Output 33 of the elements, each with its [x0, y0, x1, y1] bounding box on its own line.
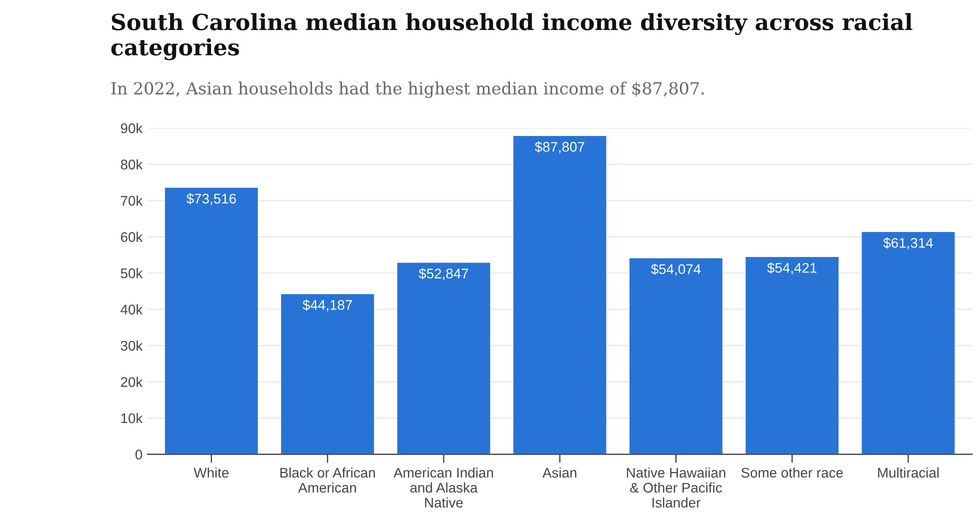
y-tick-label: 40k — [120, 304, 143, 314]
y-tick-label: 70k — [120, 196, 143, 206]
x-tick-label: Asian — [542, 467, 576, 478]
data-label: $73,516 — [186, 193, 236, 206]
x-tick-label: Multiracial — [878, 467, 939, 478]
data-label: $44,187 — [302, 299, 352, 312]
data-label: $54,074 — [651, 264, 701, 276]
bar — [164, 188, 258, 454]
y-tick-label: 80k — [120, 159, 143, 170]
bar — [397, 262, 490, 454]
y-tick-label: 0 — [135, 450, 142, 460]
y-tick-label: 50k — [120, 268, 143, 278]
x-tick-label: Black or African American — [280, 467, 375, 493]
y-tick-label: 10k — [121, 412, 143, 424]
x-tick-label: White — [194, 467, 229, 478]
bar — [513, 136, 606, 454]
x-tick-label: American Indian and Alaska Native — [394, 467, 493, 508]
bar — [862, 232, 955, 454]
y-tick-label: 90k — [120, 123, 143, 134]
y-tick-label: 60k — [120, 232, 143, 242]
bar — [281, 294, 374, 454]
y-tick-label: 30k — [120, 340, 143, 351]
data-label: $52,847 — [418, 268, 468, 280]
x-tick-label: Some other race — [741, 467, 843, 478]
y-tick-label: 20k — [120, 376, 143, 387]
data-label: $61,314 — [883, 237, 933, 250]
bar — [746, 257, 839, 454]
chart-subtitle: In 2022, Asian households had the highest median income of $87,807. — [111, 82, 704, 98]
chart-title: South Carolina median household income diversity across racial categories — [111, 13, 912, 60]
x-tick-label: Native Hawaiian & Other Pacific Islander — [626, 467, 726, 508]
data-label: $87,807 — [534, 141, 584, 154]
data-label: $54,421 — [767, 262, 817, 274]
bar — [630, 258, 722, 454]
